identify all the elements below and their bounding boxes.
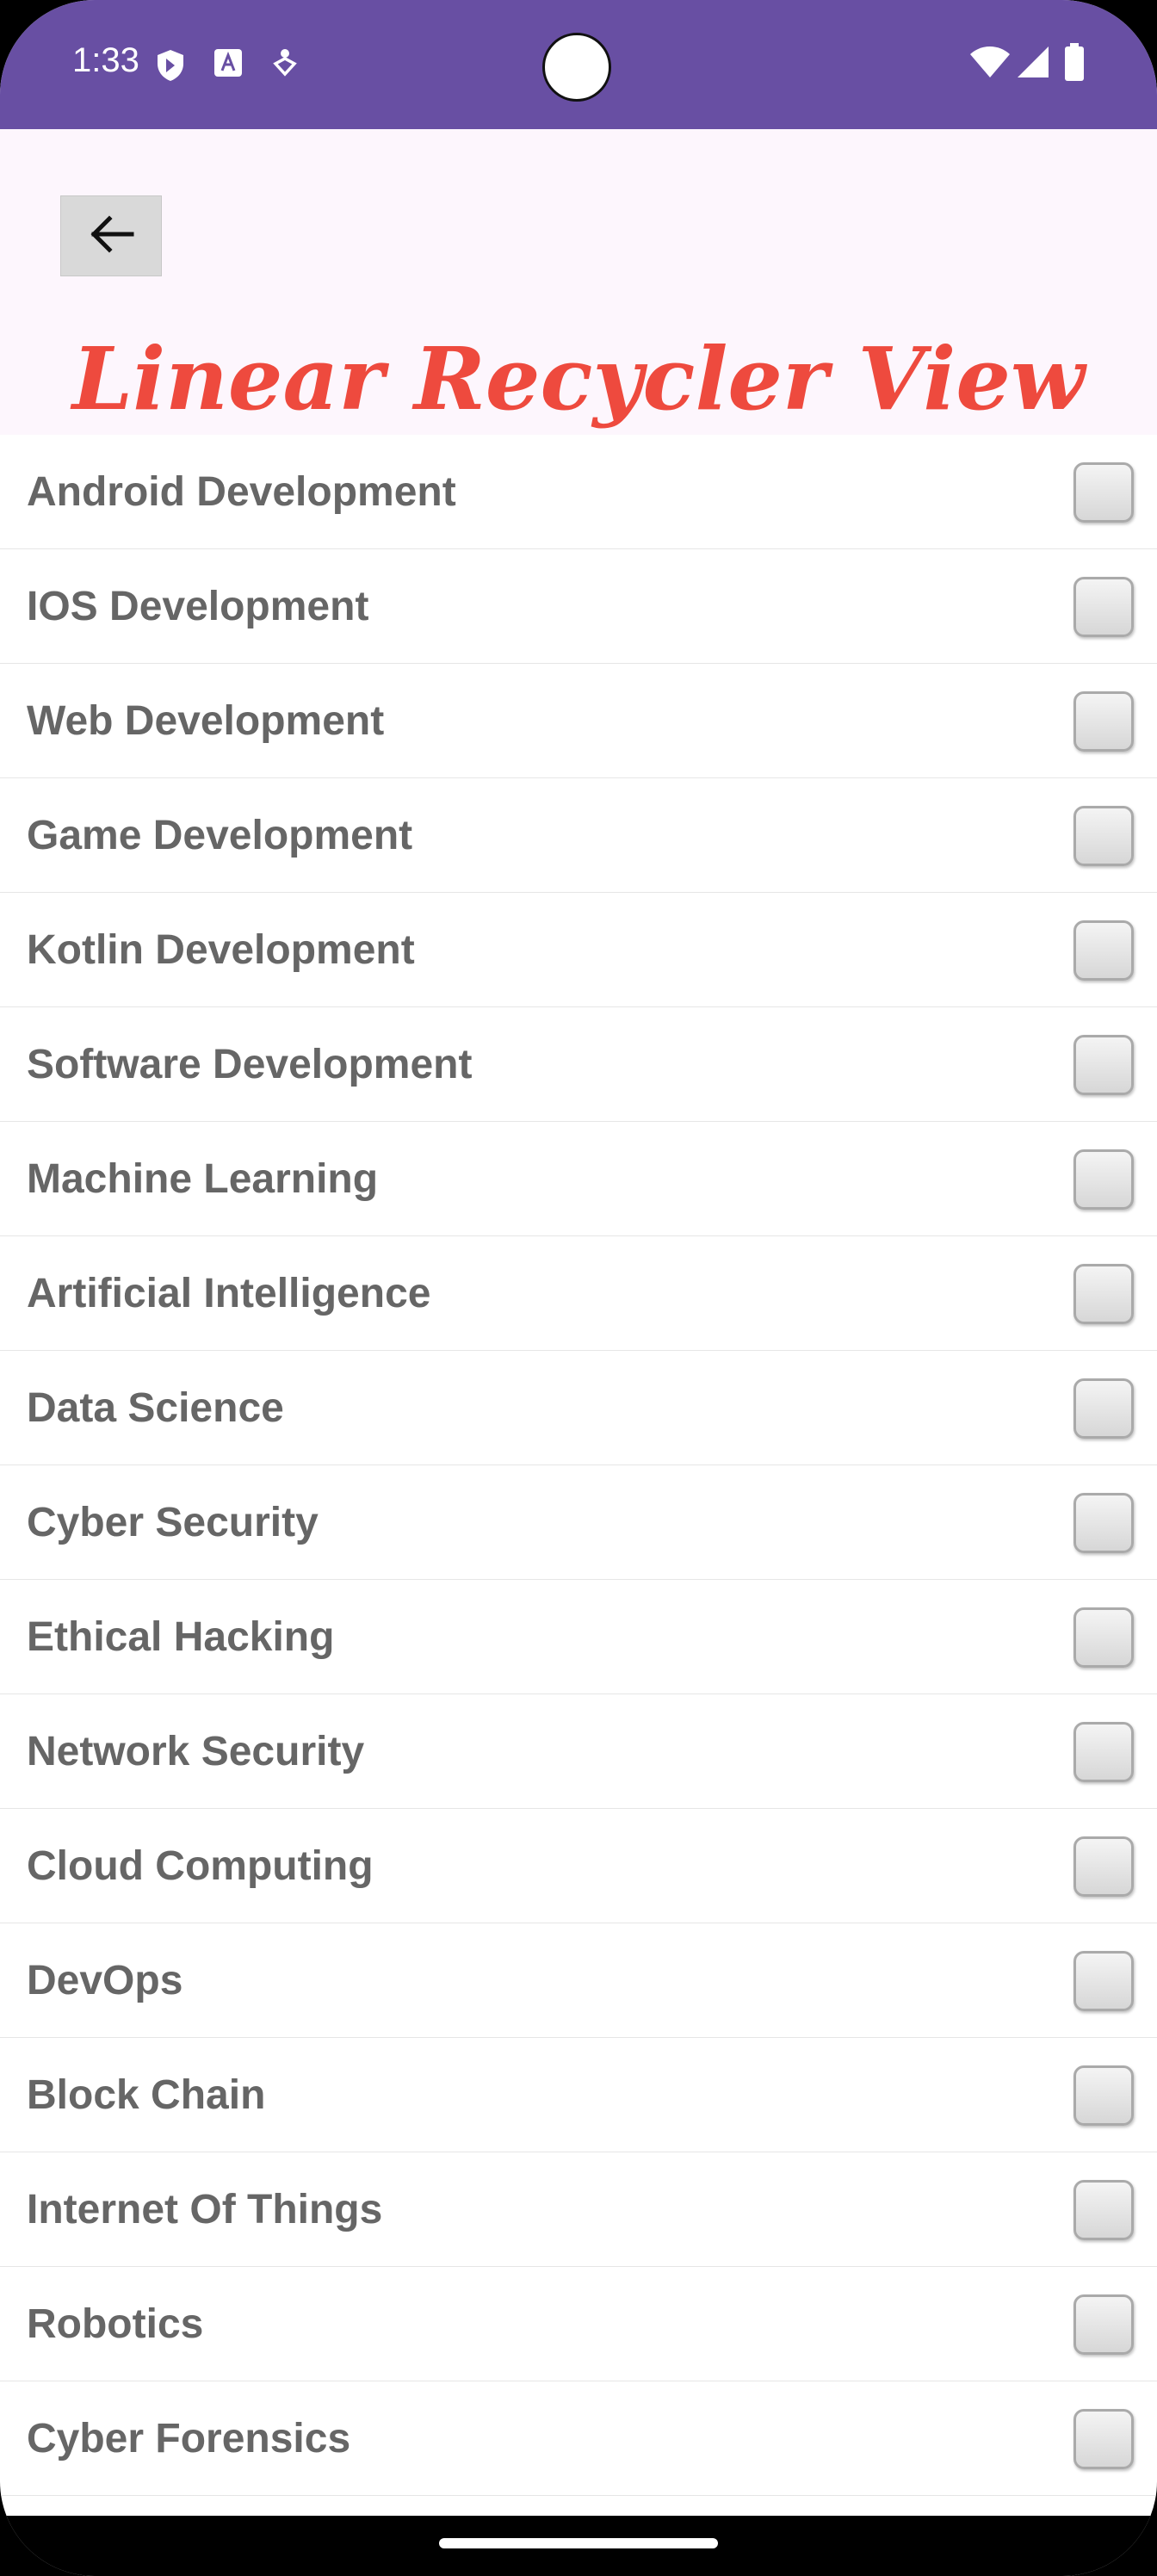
list-item-checkbox[interactable] <box>1073 1149 1134 1210</box>
list-item-checkbox[interactable] <box>1073 462 1134 523</box>
list-item-checkbox[interactable] <box>1073 1722 1134 1782</box>
list-item-checkbox[interactable] <box>1073 2065 1134 2126</box>
list-item-label: Artificial Intelligence <box>27 1271 431 1316</box>
list-item-label: Block Chain <box>27 2072 266 2118</box>
list-item[interactable]: Data Science <box>0 1351 1157 1465</box>
list-item[interactable]: Block Chain <box>0 2038 1157 2152</box>
list-item-checkbox[interactable] <box>1073 920 1134 981</box>
back-button[interactable] <box>60 195 162 276</box>
shield-icon <box>155 48 186 86</box>
list-item[interactable]: DevOps <box>0 1923 1157 2038</box>
list-item-label: Game Development <box>27 813 413 858</box>
list-item-checkbox[interactable] <box>1073 1607 1134 1668</box>
accessibility-icon <box>270 48 300 84</box>
home-gesture-handle[interactable] <box>439 2538 718 2548</box>
list-item-label: DevOps <box>27 1958 183 2003</box>
list-item[interactable]: Machine Learning <box>0 1122 1157 1236</box>
list-item-label: IOS Development <box>27 584 369 629</box>
list-item-label: Robotics <box>27 2301 204 2347</box>
list-item-label: Cloud Computing <box>27 1843 374 1889</box>
list-item-checkbox[interactable] <box>1073 2294 1134 2355</box>
list-item[interactable]: Software Development <box>0 1007 1157 1122</box>
app-bar <box>0 129 1157 435</box>
list-item-checkbox[interactable] <box>1073 806 1134 866</box>
list-item-label: Network Security <box>27 1729 365 1774</box>
list-item[interactable]: Kotlin Development <box>0 893 1157 1007</box>
recycler-list[interactable]: Android Development IOS Development Web De… <box>0 435 1157 2496</box>
list-item-checkbox[interactable] <box>1073 1378 1134 1439</box>
text-a-icon <box>213 48 243 81</box>
battery-icon <box>1064 43 1085 84</box>
list-item[interactable]: Cyber Security <box>0 1465 1157 1580</box>
list-item-label: Software Development <box>27 1042 473 1087</box>
page-title: Linear Recycler View <box>71 328 1086 430</box>
arrow-left-icon <box>87 214 135 258</box>
list-item-checkbox[interactable] <box>1073 577 1134 637</box>
list-item-label: Machine Learning <box>27 1156 379 1202</box>
list-item-label: Ethical Hacking <box>27 1614 335 1660</box>
list-item[interactable]: Ethical Hacking <box>0 1580 1157 1694</box>
camera-cutout <box>542 33 611 102</box>
list-item[interactable]: Network Security <box>0 1694 1157 1809</box>
list-item[interactable]: Game Development <box>0 778 1157 893</box>
signal-icon <box>1016 45 1050 83</box>
list-item[interactable]: Internet Of Things <box>0 2152 1157 2267</box>
list-item-checkbox[interactable] <box>1073 1836 1134 1897</box>
list-item[interactable]: Android Development <box>0 435 1157 549</box>
list-item-checkbox[interactable] <box>1073 1951 1134 2011</box>
list-item-checkbox[interactable] <box>1073 1035 1134 1095</box>
list-item[interactable]: Artificial Intelligence <box>0 1236 1157 1351</box>
list-item-label: Internet Of Things <box>27 2187 383 2232</box>
list-item[interactable]: IOS Development <box>0 549 1157 664</box>
status-time: 1:33 <box>72 41 139 79</box>
list-item-checkbox[interactable] <box>1073 1264 1134 1324</box>
list-item[interactable]: Web Development <box>0 664 1157 778</box>
list-item-label: Data Science <box>27 1385 284 1431</box>
status-bar: 1:33 <box>0 0 1157 129</box>
list-item-label: Web Development <box>27 698 385 744</box>
list-item[interactable]: Cyber Forensics <box>0 2381 1157 2496</box>
list-item[interactable]: Cloud Computing <box>0 1809 1157 1923</box>
list-item-label: Cyber Forensics <box>27 2416 351 2461</box>
list-item-label: Kotlin Development <box>27 927 415 973</box>
list-item-label: Android Development <box>27 469 456 515</box>
list-item-label: Cyber Security <box>27 1500 319 1545</box>
list-item-checkbox[interactable] <box>1073 691 1134 752</box>
wifi-icon <box>969 45 1011 83</box>
list-item-checkbox[interactable] <box>1073 1493 1134 1553</box>
list-item[interactable]: Robotics <box>0 2267 1157 2381</box>
list-item-checkbox[interactable] <box>1073 2180 1134 2240</box>
list-item-checkbox[interactable] <box>1073 2409 1134 2469</box>
